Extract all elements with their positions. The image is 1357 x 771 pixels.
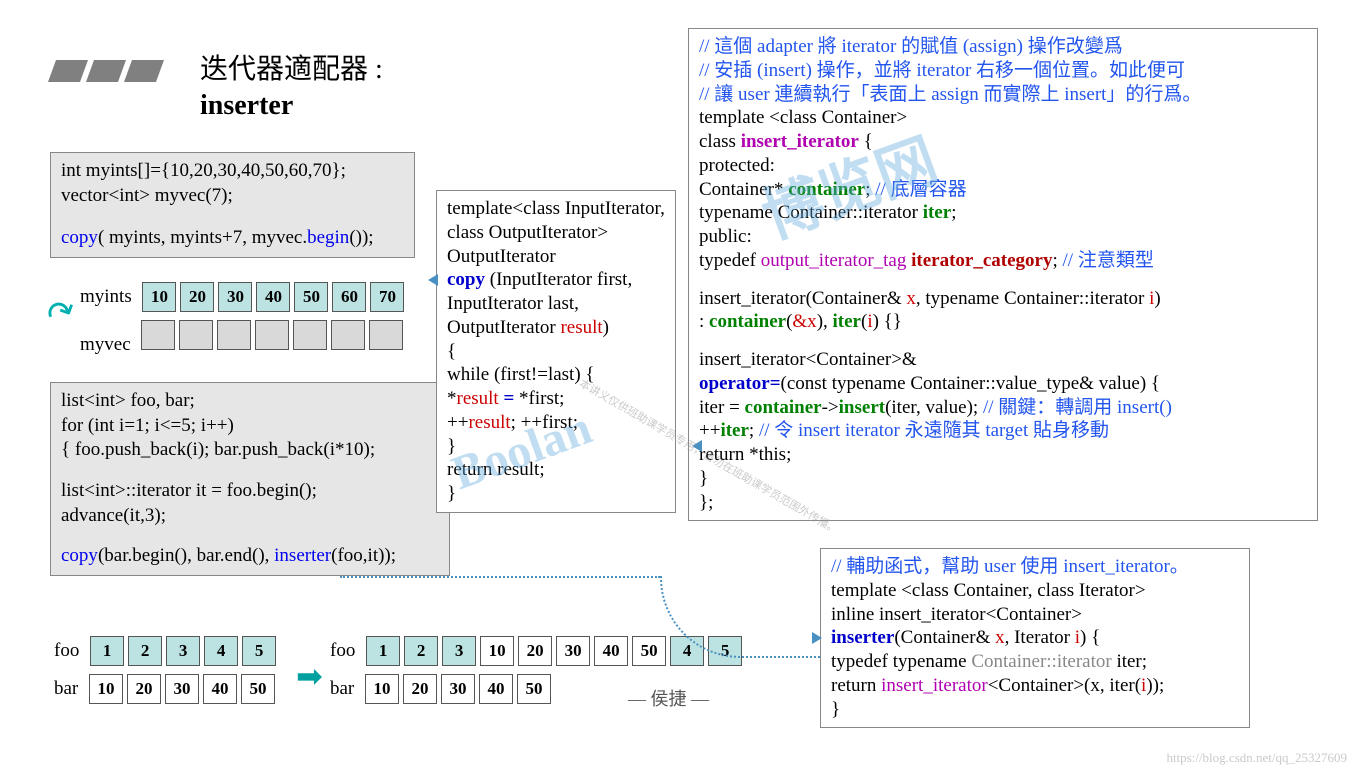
foo-row-after: foo 123102030405045 [330, 636, 746, 666]
author-credit: — 侯捷 — [628, 688, 709, 711]
code-line: vector<int> myvec(7); [61, 184, 404, 209]
code-box-list-copy: list<int> foo, bar; for (int i=1; i<=5; … [50, 382, 450, 576]
code-line: advance(it,3); [61, 504, 439, 529]
title-en: inserter [200, 90, 293, 121]
footer-url: https://blog.csdn.net/qq_25327609 [1166, 750, 1347, 767]
myints-label: myints [80, 285, 132, 310]
code-line: copy(bar.begin(), bar.end(), inserter(fo… [61, 544, 439, 569]
code-line: list<int> foo, bar; [61, 389, 439, 414]
triangle-marker-icon-2 [692, 440, 702, 452]
myvec-row: myvec [80, 320, 407, 358]
code-line: for (int i=1; i<=5; i++) [61, 414, 439, 439]
decorative-skew-blocks [52, 60, 160, 82]
myints-cells: 10203040506070 [142, 286, 408, 307]
triangle-marker-icon-3 [812, 632, 822, 644]
code-line: copy( myints, myints+7, myvec.begin()); [61, 226, 404, 251]
triangle-marker-icon [428, 274, 438, 286]
myints-row: myints 10203040506070 [80, 282, 408, 312]
bar-row-after: bar 1020304050 [330, 674, 555, 704]
code-box-insert-iterator: // 這個 adapter 將 iterator 的賦值 (assign) 操作… [688, 28, 1318, 521]
code-box-copy-template: template<class InputIterator, class Outp… [436, 190, 676, 513]
page-title: 迭代器適配器 : inserter [200, 52, 383, 125]
myvec-cells [141, 334, 407, 355]
myvec-label: myvec [80, 333, 131, 358]
curve-arrow-icon: ↷ [40, 288, 85, 340]
code-line: int myints[]={10,20,30,40,50,60,70}; [61, 159, 404, 184]
title-cn: 迭代器適配器 : [200, 54, 383, 85]
code-box-vector-copy: int myints[]={10,20,30,40,50,60,70}; vec… [50, 152, 415, 258]
code-line: { foo.push_back(i); bar.push_back(i*10); [61, 438, 439, 463]
code-line: list<int>::iterator it = foo.begin(); [61, 479, 439, 504]
code-box-inserter-helper: // 輔助函式，幫助 user 使用 insert_iterator。 temp… [820, 548, 1250, 728]
arrow-right-icon: ➡ [296, 656, 323, 698]
bar-row-before: bar 1020304050 [54, 674, 279, 704]
foo-row-before: foo 12345 [54, 636, 280, 666]
